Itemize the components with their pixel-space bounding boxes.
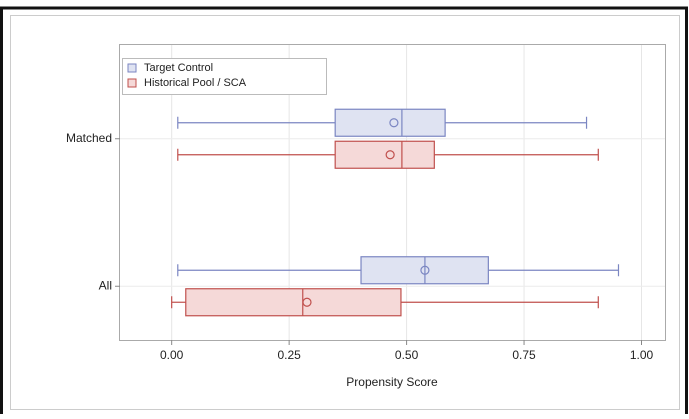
x-axis-label: Propensity Score	[346, 375, 438, 389]
legend-label: Target Control	[144, 62, 213, 74]
window-frame	[0, 6, 688, 419]
x-tick-label: 0.25	[277, 348, 301, 362]
mean	[385, 150, 395, 160]
mean	[302, 297, 312, 307]
y-tick-label: All	[99, 278, 112, 292]
legend-swatch	[127, 78, 137, 88]
box	[185, 288, 402, 317]
plot-area	[119, 44, 666, 341]
box	[334, 140, 435, 169]
mean	[389, 118, 399, 128]
chart-border	[10, 15, 680, 410]
x-tick-label: 0.00	[160, 348, 184, 362]
x-tick-label: 1.00	[630, 348, 654, 362]
y-tick-label: Matched	[66, 131, 112, 145]
legend-label: Historical Pool / SCA	[144, 77, 247, 89]
x-tick-label: 0.75	[512, 348, 536, 362]
legend-box	[122, 58, 327, 95]
x-tick-label: 0.50	[395, 348, 419, 362]
legend-swatch	[127, 63, 137, 73]
mean	[420, 265, 430, 275]
